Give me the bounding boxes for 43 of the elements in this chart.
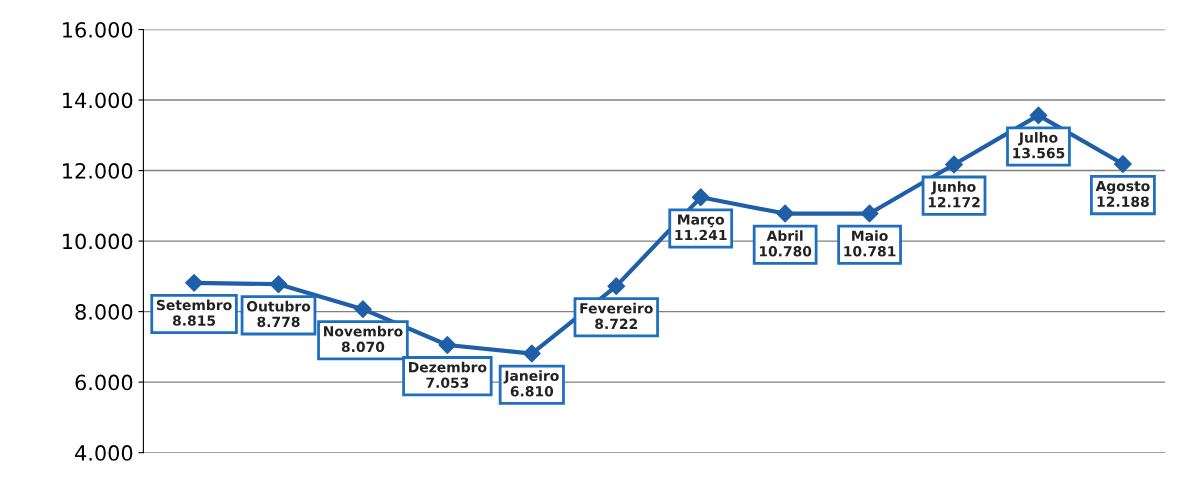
data-label: 13.565 <box>1013 147 1065 159</box>
x-tick-label: Outubro <box>246 300 311 312</box>
x-tick-label: Abril <box>766 230 803 241</box>
data-label: 10.781 <box>844 246 896 257</box>
y-tick-label: 12.000 <box>63 163 133 179</box>
point <box>269 275 288 294</box>
y-tick-label: 4.000 <box>75 445 133 461</box>
y-tick-label: 14.000 <box>63 92 133 109</box>
point <box>354 300 372 319</box>
data-label: 8.778 <box>257 316 300 328</box>
x-tick-label: Julho <box>1018 132 1058 146</box>
point <box>185 273 203 292</box>
data-label: 8.070 <box>341 341 385 353</box>
point <box>1029 106 1048 125</box>
data-label: 8.722 <box>595 318 638 330</box>
x-tick-label: Fevereiro <box>580 302 653 314</box>
data-label: 8.815 <box>172 315 216 326</box>
x-tick-label: Maio <box>852 230 888 241</box>
x-tick-label: Novembro <box>324 325 403 337</box>
point <box>1113 155 1132 173</box>
y-tick-label: 6.000 <box>75 374 133 391</box>
point <box>691 188 710 207</box>
x-tick-label: Junho <box>931 181 976 195</box>
x-tick-label: Dezembro <box>409 361 487 373</box>
data-label: 7.053 <box>426 377 469 388</box>
point <box>945 155 963 174</box>
x-tick-label: Março <box>678 214 725 228</box>
point <box>776 204 795 223</box>
data-label: 11.241 <box>675 229 727 241</box>
y-tick-label: 8.000 <box>75 304 133 320</box>
point <box>522 344 541 363</box>
data-label: 6.810 <box>510 386 554 397</box>
data-label: 12.188 <box>1097 196 1149 207</box>
x-tick-label: Janeiro <box>503 370 559 384</box>
data-label: 12.172 <box>928 196 980 208</box>
y-tick-label: 10.000 <box>63 233 133 250</box>
x-tick-label: Agosto <box>1095 180 1150 195</box>
point <box>860 204 879 223</box>
data-label: 10.780 <box>759 246 812 257</box>
point <box>607 277 626 296</box>
x-tick-label: Setembro <box>156 299 232 311</box>
y-tick-label: 16.000 <box>63 21 133 38</box>
point <box>438 336 457 354</box>
